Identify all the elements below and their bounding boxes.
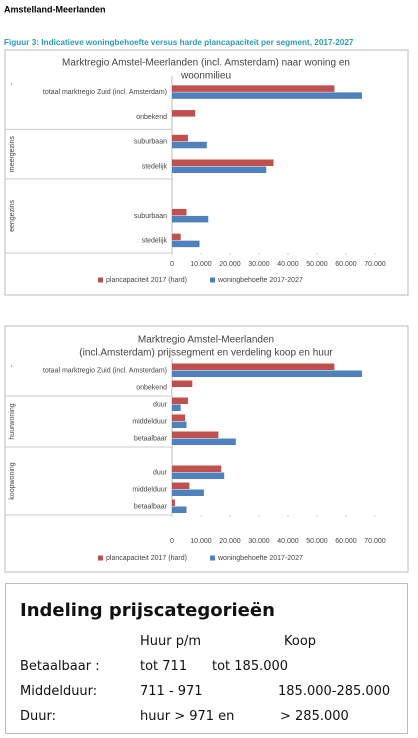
x-tick-label: 10.000 [190,538,212,545]
cell: tot 711 [140,659,188,674]
group-label: - [9,82,16,85]
group-label: eengezins [9,199,16,231]
x-tick-label: 40.000 [277,261,299,268]
category-label: duur [153,401,168,408]
cell: > 285.000 [280,709,349,724]
region-title: Amstelland-Meerlanden [4,4,106,14]
group-label: huurwoning [9,403,16,439]
legend-label: plancapaciteit 2017 (hard) [106,277,187,284]
x-tick-label: 70.000 [364,261,386,268]
x-tick-label: 40.000 [277,538,299,545]
bar [172,397,188,404]
category-label: onbekend [136,384,167,391]
x-tick-label: 30.000 [248,538,270,545]
category-label: middelduur [132,486,167,493]
bar [172,472,225,479]
category-label: betaalbaar [134,503,168,510]
legend-swatch [98,555,103,561]
bar [172,240,200,248]
column-header: Huur p/m [140,634,202,649]
legend-label: woningbehoefte 2017-2027 [217,555,303,562]
x-tick-label: 60.000 [335,538,357,545]
x-tick-label: 50.000 [306,538,328,545]
column-header: Koop [284,634,317,649]
chart-title: Marktregio Amstel-Meerlanden (incl. Amst… [62,58,350,69]
x-tick-label: 70.000 [364,538,386,545]
category-label: stedelijk [142,163,168,170]
x-tick-label: 10.000 [190,261,212,268]
category-label: suburbaan [134,139,167,146]
category-label: onbekend [136,114,167,121]
bar [172,380,193,387]
bar [172,370,362,377]
bar [172,414,186,421]
bar [172,421,187,428]
category-label: middelduur [132,418,167,425]
legend-label: woningbehoefte 2017-2027 [217,277,303,284]
group-label: meergezins [9,136,16,173]
figure-title: Figuur 3: Indicatieve woningbehoefte ver… [4,38,354,47]
bar [172,85,335,92]
legend-swatch [98,277,103,283]
table-title: Indeling prijscategorieën [20,600,275,621]
row-label: Betaalbaar : [20,659,100,674]
row-label: Duur: [20,709,56,724]
price-table: Indeling prijscategorieën Huur p/m Koop … [5,583,408,734]
x-tick-label: 20.000 [219,538,241,545]
category-label: betaalbaar [134,435,168,442]
x-tick-label: 60.000 [335,261,357,268]
bar [172,110,196,117]
bar [172,92,362,99]
x-tick-label: 0 [170,538,174,545]
group-label: koopwoning [9,462,16,499]
bar [172,159,274,166]
group-label: - [9,364,16,367]
bar [172,233,181,241]
bar [172,438,236,445]
x-tick-label: 50.000 [306,261,328,268]
x-tick-label: 0 [170,261,174,268]
chart-frame [4,325,409,573]
figure: Amstelland-Meerlanden Figuur 3: Indicati… [4,4,409,573]
bar [172,489,204,496]
bar [172,465,222,472]
bar [172,215,209,223]
bar [172,208,187,216]
bar [172,404,181,411]
category-label: stedelijk [142,237,168,244]
bar [172,141,207,149]
x-tick-label: 30.000 [248,261,270,268]
cell: huur > 971 en [140,709,235,724]
bar [172,431,219,438]
bar [172,506,187,513]
bar [172,134,188,142]
row-label: Middelduur: [20,684,98,699]
bar [172,363,335,370]
cell: tot 185.000 [212,659,289,674]
bar [172,499,175,506]
category-label: suburbaan [134,213,167,220]
legend-swatch [210,555,215,561]
chart-title: (incl.Amsterdam) prijssegment en verdeli… [79,348,333,359]
legend-label: plancapaciteit 2017 (hard) [106,555,187,562]
bar [172,482,190,489]
bar [172,166,267,173]
cell: 185.000-285.000 [278,684,391,699]
legend-swatch [210,277,215,283]
cell: 711 - 971 [140,684,203,699]
category-label: totaal marktregio Zuid (incl. Amsterdam) [43,367,167,374]
category-label: totaal marktregio Zuid (incl. Amsterdam) [43,89,167,96]
x-tick-label: 20.000 [219,261,241,268]
category-label: duur [153,469,168,476]
chart-title: Marktregio Amstel-Meerlanden [138,335,274,346]
chart-title: woonmilieu [180,71,231,82]
